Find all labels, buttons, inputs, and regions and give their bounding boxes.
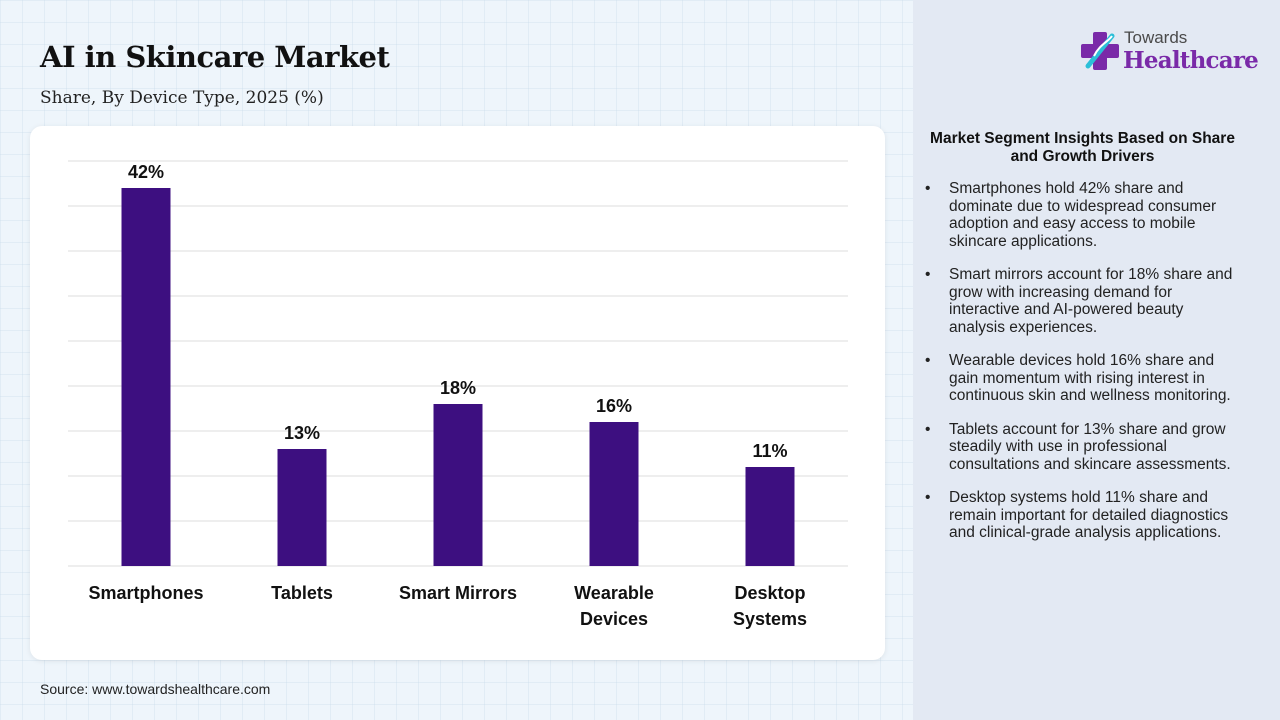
data-label: 13% [284, 423, 320, 443]
chart-card: 42% Smartphones 13% Tablets 18% Smart Mirrors… [30, 126, 885, 660]
bar [745, 467, 795, 566]
page-title: AI in Skincare Market [40, 40, 390, 74]
logo-text-towards: Towards [1124, 28, 1188, 47]
insight-text: Wearable devices hold 16% share and gain… [949, 352, 1231, 404]
bar [433, 404, 483, 566]
insight-text: Tablets account for 13% share and grow s… [949, 420, 1231, 473]
insight-item: • Smart mirrors account for 18% share and… [925, 266, 1235, 336]
bar [589, 422, 639, 566]
category-label: Smart Mirrors [399, 583, 517, 603]
insight-item: • Smartphones hold 42% share and dominate… [925, 180, 1235, 250]
insight-text: Smartphones hold 42% share and dominate … [949, 180, 1217, 250]
data-label: 42% [128, 162, 164, 182]
category-label: Desktop Systems [733, 583, 807, 629]
insight-text: Desktop systems hold 11% share and remai… [949, 489, 1229, 541]
bullet-icon: • [925, 420, 931, 438]
insight-text: Smart mirrors account for 18% share and … [949, 266, 1233, 336]
insight-item: • Wearable devices hold 16% share and gai… [925, 352, 1235, 405]
logo-text-healthcare: Healthcare [1123, 47, 1259, 74]
insights-title: Market Segment Insights Based on Share a… [930, 130, 1235, 165]
cross-plus-icon [1081, 32, 1119, 70]
bar-chart: 42% Smartphones 13% Tablets 18% Smart Mirrors… [68, 160, 848, 629]
insight-item: • Desktop systems hold 11% share and rema… [925, 489, 1235, 542]
data-label: 11% [752, 441, 787, 461]
bullet-icon: • [925, 180, 931, 197]
category-label: Wearable Devices [574, 583, 654, 629]
bar [277, 449, 327, 566]
insights-panel [913, 0, 1280, 720]
bullet-icon: • [925, 266, 931, 283]
brand-logo: Towards Healthcare [1080, 26, 1260, 78]
data-label: 18% [440, 378, 476, 398]
category-label: Smartphones [88, 583, 203, 603]
source-note: Source: www.towardshealthcare.com [40, 681, 271, 697]
bullet-icon: • [925, 352, 931, 369]
data-label: 16% [596, 396, 632, 416]
page-subtitle: Share, By Device Type, 2025 (%) [40, 88, 324, 108]
category-label: Tablets [271, 583, 333, 603]
insight-item: • Tablets account for 13% share and grow … [925, 421, 1235, 474]
insights-list: • Smartphones hold 42% share and dominate… [925, 180, 1235, 558]
bullet-icon: • [925, 489, 931, 506]
bar [121, 188, 171, 566]
